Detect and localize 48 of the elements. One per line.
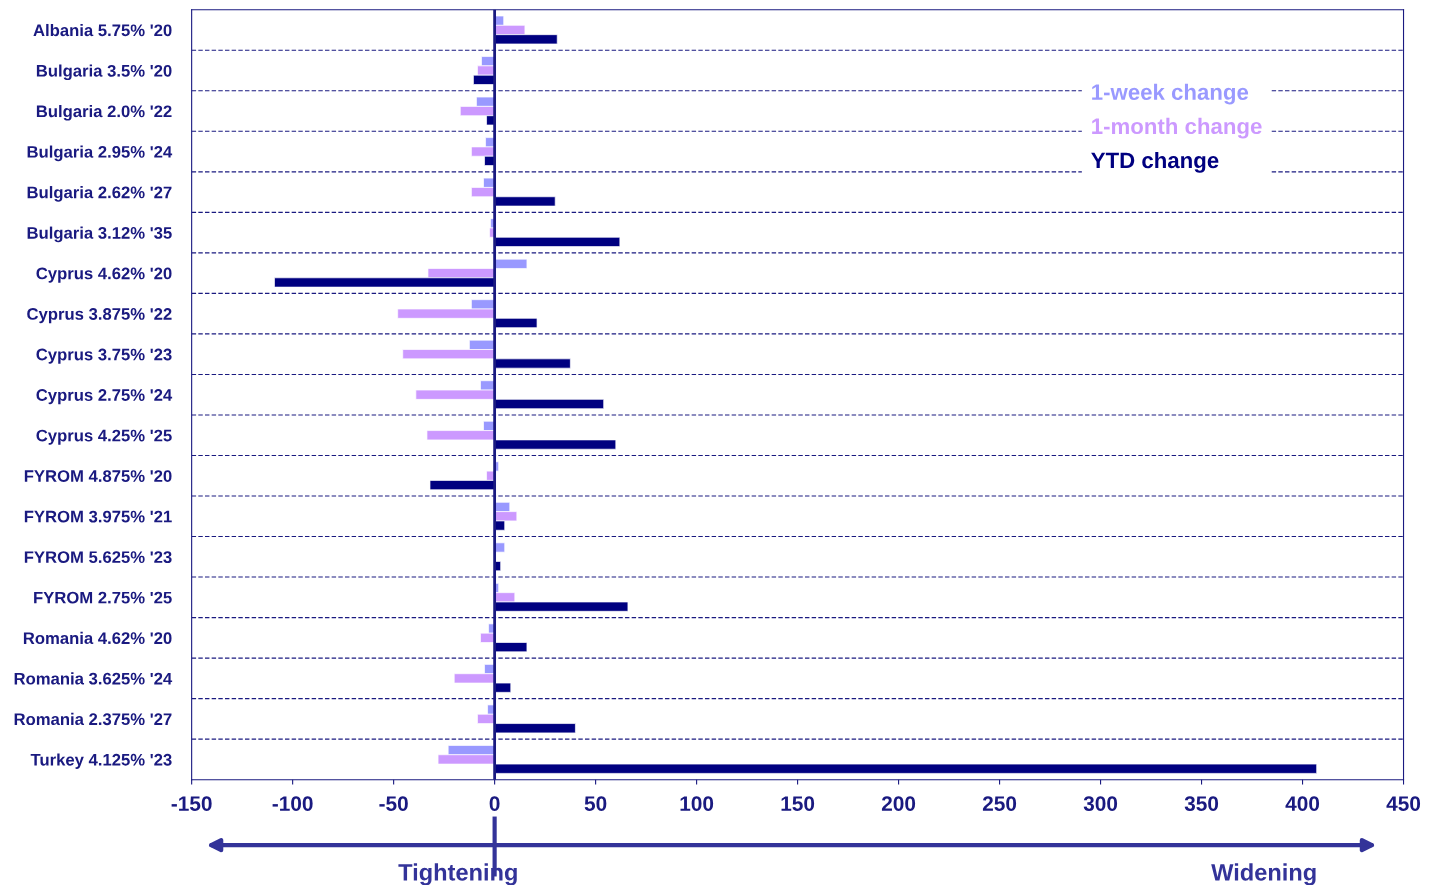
bar bbox=[494, 317, 538, 328]
x-tick-label: 50 bbox=[584, 796, 607, 811]
bar bbox=[494, 236, 621, 247]
y-tick-label: Romania 3.625% '24 bbox=[14, 672, 173, 685]
x-tick-label: 100 bbox=[680, 796, 714, 811]
y-tick-label: Cyprus 3.75% '23 bbox=[36, 348, 172, 364]
y-tick-label: Bulgaria 2.95% '24 bbox=[27, 145, 173, 162]
text: 1-month change bbox=[1092, 117, 1262, 139]
y-tick-label: Albania 5.75% '20 bbox=[33, 23, 172, 37]
x-tick-label: 200 bbox=[881, 796, 916, 811]
bar bbox=[494, 723, 576, 734]
text: Tightening bbox=[398, 863, 517, 885]
bar bbox=[494, 358, 571, 369]
x-tick-label: 450 bbox=[1386, 796, 1421, 811]
bar bbox=[494, 763, 1318, 774]
text: YTD change bbox=[1091, 151, 1219, 173]
x-tick-label: 250 bbox=[982, 796, 1017, 811]
bar bbox=[494, 682, 512, 693]
x-tick-label: 400 bbox=[1285, 796, 1320, 811]
bar bbox=[494, 258, 528, 269]
x-tick-label: 150 bbox=[781, 796, 815, 811]
bar bbox=[494, 196, 556, 207]
x-tick-label: -150 bbox=[171, 796, 212, 811]
y-tick-label: Bulgaria 3.5% '20 bbox=[36, 64, 172, 81]
y-tick-label: Cyprus 3.875% '22 bbox=[27, 308, 172, 324]
bar bbox=[494, 642, 528, 653]
y-tick-label: Turkey 4.125% '23 bbox=[30, 753, 172, 769]
y-tick-label: Romania 2.375% '27 bbox=[14, 712, 172, 726]
y-tick-label: Cyprus 2.75% '24 bbox=[36, 389, 173, 405]
y-tick-label: Cyprus 4.25% '25 bbox=[36, 429, 172, 445]
y-tick-label: Bulgaria 3.12% '35 bbox=[27, 226, 172, 243]
text: Widening bbox=[1211, 863, 1316, 885]
y-tick-label: FYROM 5.625% '23 bbox=[24, 551, 172, 564]
x-tick-label: -50 bbox=[379, 796, 408, 811]
y-tick-label: FYROM 4.875% '20 bbox=[24, 470, 172, 482]
x-tick-label: 350 bbox=[1184, 796, 1219, 811]
text: 1-week change bbox=[1092, 83, 1249, 105]
x-tick-label: -100 bbox=[272, 796, 313, 811]
y-tick-label: Bulgaria 2.62% '27 bbox=[27, 186, 172, 202]
y-tick-label: Cyprus 4.62% '20 bbox=[36, 267, 172, 283]
y-tick-label: Bulgaria 2.0% '22 bbox=[36, 105, 172, 121]
bar bbox=[494, 439, 617, 450]
y-tick-label: Romania 4.62% '20 bbox=[23, 631, 172, 645]
y-tick-label: FYROM 2.75% '25 bbox=[34, 591, 172, 604]
bar bbox=[494, 399, 605, 410]
y-tick-label: FYROM 3.975% '21 bbox=[24, 510, 172, 523]
x-tick-label: 300 bbox=[1083, 796, 1118, 811]
x-tick-label: 0 bbox=[489, 796, 500, 811]
